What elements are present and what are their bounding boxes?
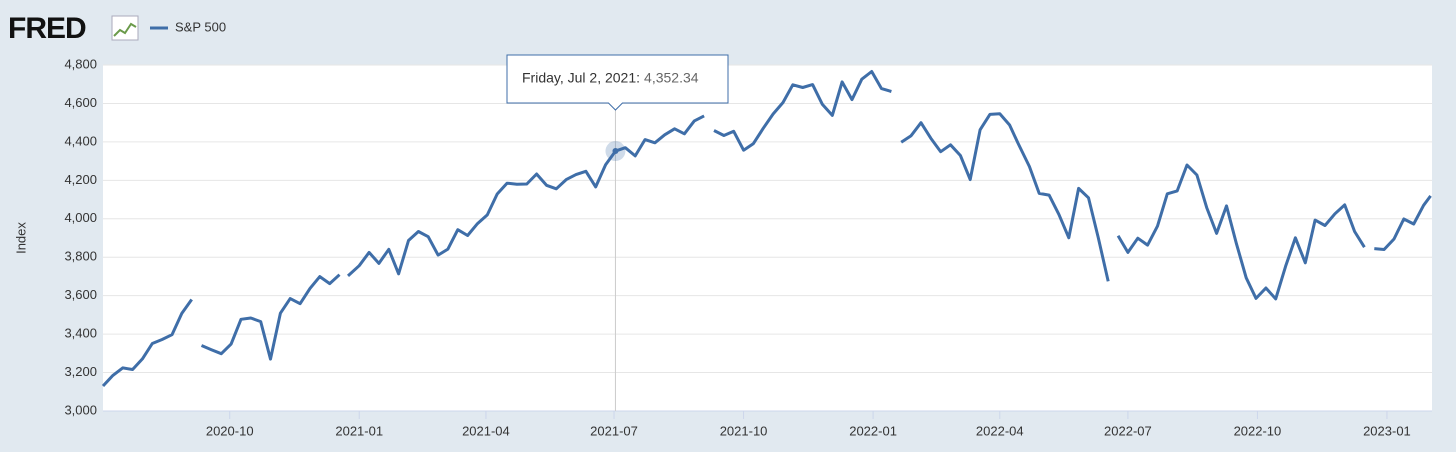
- y-tick-label: 4,200: [64, 172, 97, 187]
- plot-area: [103, 65, 1432, 411]
- data-line: [101, 70, 1432, 388]
- x-tick-label: 2022-04: [976, 423, 1024, 438]
- y-axis-label: Index: [13, 222, 28, 254]
- y-tick-label: 3,200: [64, 364, 97, 379]
- logo[interactable]: FRED: [8, 12, 87, 45]
- x-tick-label: 2022-01: [849, 423, 897, 438]
- y-tick-label: 3,800: [64, 249, 97, 264]
- x-tick-label: 2021-10: [720, 423, 768, 438]
- y-tick-label: 4,600: [64, 95, 97, 110]
- x-tick-label: 2023-01: [1363, 423, 1411, 438]
- tooltip-box: [506, 54, 729, 111]
- x-tick-label: 2020-10: [206, 423, 254, 438]
- y-tick-label: 4,800: [64, 56, 97, 71]
- y-tick-label: 3,400: [64, 326, 97, 341]
- y-tick-label: 4,000: [64, 210, 97, 225]
- tooltip-label: Friday, Jul 2, 2021:: [522, 70, 640, 86]
- hover-point: [612, 148, 619, 155]
- y-tick-label: 4,400: [64, 133, 97, 148]
- tooltip-value: 4,352.34: [644, 70, 699, 86]
- x-tick-label: 2022-07: [1104, 423, 1152, 438]
- x-tick-label: 2021-07: [590, 423, 638, 438]
- x-tick-label: 2021-01: [335, 423, 383, 438]
- logo-icon: [111, 15, 139, 41]
- y-tick-label: 3,000: [64, 402, 97, 417]
- legend-label[interactable]: S&P 500: [175, 19, 226, 34]
- y-tick-label: 3,600: [64, 287, 97, 302]
- x-tick-label: 2021-04: [462, 423, 510, 438]
- x-tick-label: 2022-10: [1234, 423, 1282, 438]
